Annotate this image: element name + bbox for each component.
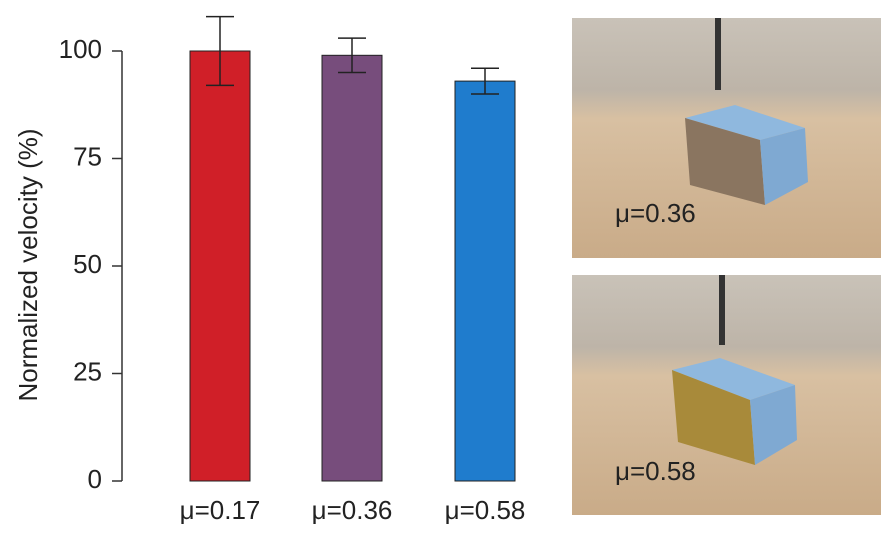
x-tick-label: μ=0.17 [180, 495, 261, 525]
y-tick-label: 75 [73, 141, 102, 171]
error-bar [471, 67, 499, 95]
y-tick-label: 25 [73, 356, 102, 386]
y-tick-label: 0 [88, 464, 102, 494]
photo-label: μ=0.58 [615, 456, 696, 486]
y-tick-label: 100 [59, 34, 102, 64]
y-tick-label: 50 [73, 249, 102, 279]
bar [454, 80, 516, 482]
block-side [760, 128, 808, 205]
x-tick-label: μ=0.58 [445, 495, 526, 525]
y-axis-label: Normalized velocity (%) [13, 128, 43, 401]
photo-label: μ=0.36 [615, 198, 696, 228]
bar [189, 50, 251, 482]
block-top [685, 105, 805, 140]
x-tick-label: μ=0.36 [312, 495, 393, 525]
error-bar [338, 37, 366, 74]
bar [321, 54, 383, 482]
block-top [672, 358, 795, 400]
error-bar [206, 15, 234, 87]
photo: μ=0.58 [572, 275, 881, 515]
block-face [672, 370, 755, 465]
photo: μ=0.36 [572, 18, 881, 258]
block-side [750, 385, 797, 465]
block-face [685, 118, 765, 205]
